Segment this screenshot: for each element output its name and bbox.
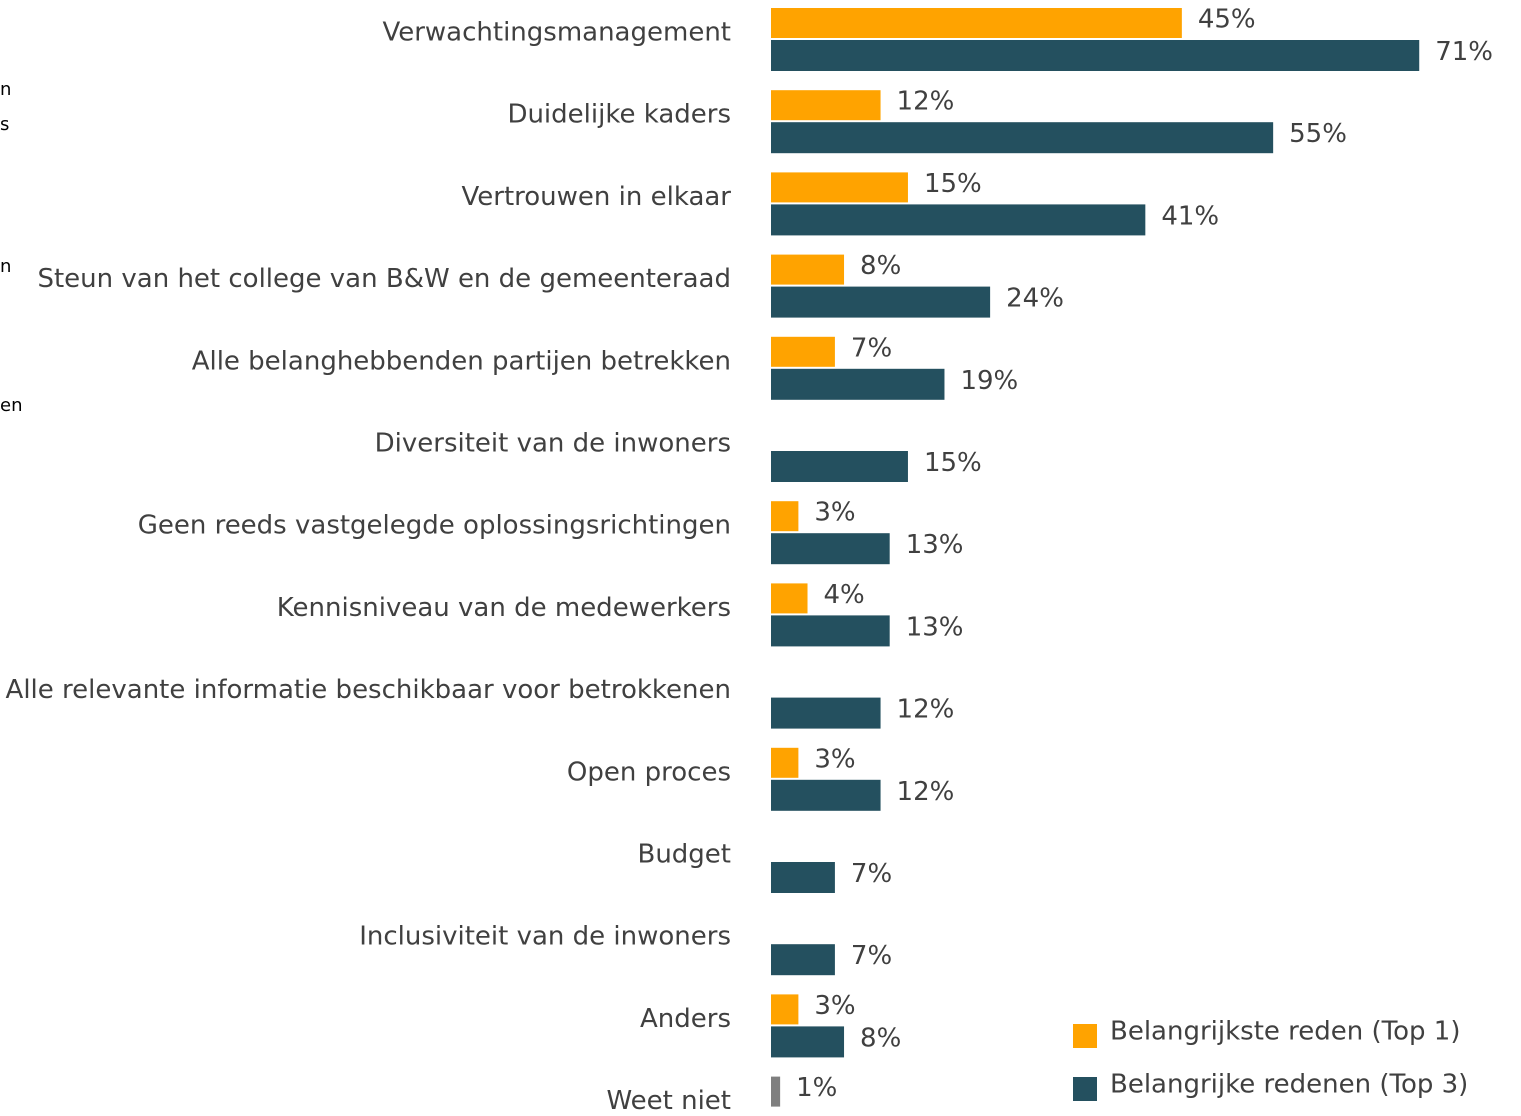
category-label: Verwachtingsmanagement	[382, 18, 731, 48]
bar	[771, 583, 808, 614]
category-label: Duidelijke kaders	[507, 100, 731, 130]
category-label: Alle belanghebbenden partijen betrekken	[192, 346, 731, 376]
legend-label: Belangrijkste reden (Top 1)	[1110, 1017, 1461, 1047]
data-label: 3%	[814, 498, 855, 528]
clipped-text: n	[0, 256, 11, 277]
legend-label: Belangrijke redenen (Top 3)	[1110, 1070, 1468, 1100]
bar	[771, 172, 908, 203]
bar	[771, 286, 991, 318]
data-label: 45%	[1198, 5, 1256, 35]
data-label: 15%	[924, 448, 982, 478]
bar	[771, 336, 835, 367]
bar	[771, 944, 835, 976]
bar	[771, 501, 799, 532]
legend-swatch	[1073, 1077, 1097, 1101]
bar	[771, 204, 1146, 236]
data-label: 3%	[814, 991, 855, 1021]
bar	[771, 862, 835, 893]
bar	[771, 697, 881, 729]
bar	[771, 40, 1420, 71]
data-label: 13%	[906, 612, 964, 642]
bar	[771, 994, 799, 1025]
legend-swatch	[1073, 1024, 1097, 1048]
category-label: Weet niet	[606, 1086, 731, 1116]
category-label: Diversiteit van de inwoners	[375, 429, 731, 459]
category-label: Alle relevante informatie beschikbaar vo…	[6, 675, 731, 705]
bar	[771, 615, 890, 647]
data-label: 12%	[897, 777, 955, 807]
category-label: Open proces	[567, 757, 731, 787]
data-label: 1%	[796, 1073, 837, 1103]
clipped-text: n	[0, 79, 11, 100]
clipped-text: s	[0, 114, 9, 135]
bar	[771, 368, 945, 400]
bar	[771, 90, 881, 121]
category-label: Steun van het college van B&W en de geme…	[37, 264, 731, 294]
data-label: 24%	[1006, 284, 1064, 314]
category-label: Anders	[640, 1004, 731, 1034]
data-label: 8%	[860, 251, 901, 281]
data-label: 7%	[851, 333, 892, 363]
bar	[771, 254, 845, 285]
data-label: 15%	[924, 169, 982, 199]
data-label: 7%	[851, 859, 892, 889]
bar	[771, 122, 1274, 154]
bar	[771, 1026, 845, 1058]
category-label: Inclusiviteit van de inwoners	[359, 922, 731, 952]
category-label: Vertrouwen in elkaar	[462, 182, 732, 212]
data-label: 7%	[851, 941, 892, 971]
bar	[771, 779, 881, 811]
bar	[771, 1076, 781, 1107]
data-label: 19%	[960, 366, 1018, 396]
data-label: 12%	[897, 87, 955, 117]
category-label: Geen reeds vastgelegde oplossingsrichtin…	[138, 511, 731, 541]
clipped-text: en	[0, 395, 22, 416]
data-label: 71%	[1435, 37, 1493, 67]
data-label: 3%	[814, 744, 855, 774]
data-label: 13%	[906, 530, 964, 560]
data-label: 8%	[860, 1023, 901, 1053]
bar	[771, 747, 799, 778]
bar	[771, 533, 890, 565]
bar	[771, 451, 908, 482]
bar	[771, 8, 1182, 38]
data-label: 41%	[1161, 201, 1219, 231]
data-label: 4%	[824, 580, 865, 610]
category-label: Budget	[637, 840, 731, 870]
category-label: Kennisniveau van de medewerkers	[277, 593, 731, 623]
data-label: 12%	[897, 695, 955, 725]
data-label: 55%	[1289, 119, 1347, 149]
